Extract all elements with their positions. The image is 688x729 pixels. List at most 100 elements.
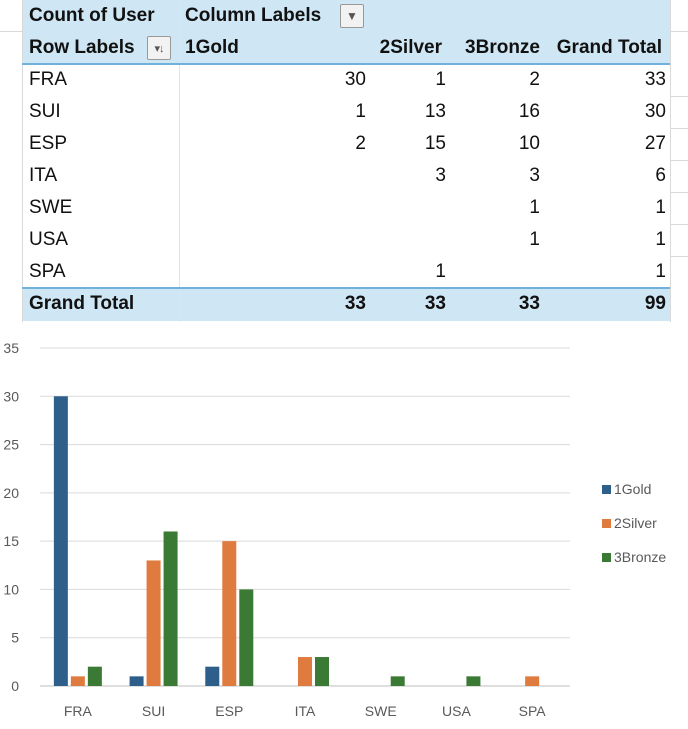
value-cell-fra-grand-total[interactable]: 33	[644, 69, 666, 90]
y-tick-label: 15	[3, 533, 19, 549]
total-divider	[22, 287, 670, 289]
sheet-gridline	[670, 0, 671, 322]
x-tick-label: ITA	[295, 703, 316, 719]
row-label-ita[interactable]: ITA	[29, 165, 58, 186]
bar-sui-1gold	[129, 676, 144, 686]
bar-ita-2silver	[298, 657, 312, 686]
value-cell-sui-3bronze[interactable]: 16	[518, 101, 540, 122]
value-cell-spa-2silver[interactable]: 1	[435, 261, 446, 282]
value-cell-swe-grand-total[interactable]: 1	[655, 197, 666, 218]
sheet-gridline	[179, 0, 180, 322]
medal-count-chart[interactable]: 0 5 10 15 20 25 30 35 FRA SUI ESP ITA SWE USA SPA 1Gold…	[0, 322, 688, 724]
value-cell-esp-2silver[interactable]: 15	[424, 133, 446, 154]
value-cell-ita-grand-total[interactable]: 6	[655, 165, 666, 186]
value-cell-ita-3bronze[interactable]: 3	[529, 165, 540, 186]
value-cell-spa-1gold[interactable]	[185, 256, 366, 288]
column-labels-filter-button[interactable]: ▼	[340, 4, 364, 28]
value-cell-sui-1gold[interactable]: 1	[355, 101, 366, 122]
legend-swatch-2silver	[602, 519, 611, 528]
row-label-usa[interactable]: USA	[29, 229, 69, 250]
value-cell-swe-2silver[interactable]	[366, 192, 446, 224]
x-tick-label: SUI	[142, 703, 165, 719]
value-cell-ita-1gold[interactable]	[185, 160, 366, 192]
grand-total-1gold[interactable]: 33	[344, 293, 366, 314]
value-cell-sui-2silver[interactable]: 13	[424, 101, 446, 122]
row-label-fra[interactable]: FRA	[29, 69, 67, 90]
y-tick-label: 30	[3, 388, 19, 404]
bar-esp-3bronze	[239, 589, 254, 686]
grand-total-overall[interactable]: 99	[644, 293, 666, 314]
bar-sui-3bronze	[163, 531, 178, 686]
value-cell-ita-2silver[interactable]: 3	[435, 165, 446, 186]
grand-total-row-label[interactable]: Grand Total	[29, 293, 135, 314]
value-cell-swe-1gold[interactable]	[185, 192, 366, 224]
sheet-gridline	[22, 0, 23, 322]
value-cell-fra-2silver[interactable]: 1	[435, 69, 446, 90]
sheet-gridline	[670, 160, 688, 161]
value-cell-usa-2silver[interactable]	[366, 224, 446, 256]
legend-swatch-1gold	[602, 485, 611, 494]
dropdown-arrow-icon: ▼	[346, 9, 358, 23]
column-header-1gold[interactable]: 1Gold	[185, 37, 239, 58]
bar-fra-2silver	[70, 676, 85, 686]
grand-total-3bronze[interactable]: 33	[518, 293, 540, 314]
column-header-grand-total[interactable]: Grand Total	[556, 37, 662, 58]
sheet-gridline	[670, 256, 688, 257]
y-tick-label: 10	[3, 581, 19, 597]
bar-fra-3bronze	[87, 666, 102, 686]
value-cell-spa-grand-total[interactable]: 1	[655, 261, 666, 282]
y-tick-label: 35	[3, 340, 19, 356]
sheet-gridline	[670, 224, 688, 225]
value-cell-spa-3bronze[interactable]	[446, 256, 540, 288]
grand-total-2silver[interactable]: 33	[424, 293, 446, 314]
value-cell-usa-1gold[interactable]	[185, 224, 366, 256]
value-cell-fra-1gold[interactable]: 30	[344, 69, 366, 90]
row-label-sui[interactable]: SUI	[29, 101, 61, 122]
row-labels-sort-filter-button[interactable]: ▾↓	[147, 36, 171, 60]
bar-esp-2silver	[222, 541, 237, 686]
value-cell-esp-1gold[interactable]: 2	[355, 133, 366, 154]
pivot-value-field-label[interactable]: Count of User	[29, 5, 155, 26]
x-tick-label: FRA	[64, 703, 93, 719]
y-tick-label: 25	[3, 437, 19, 453]
filter-sort-icon: ▾↓	[154, 42, 164, 55]
bar-esp-1gold	[205, 666, 220, 686]
value-cell-sui-grand-total[interactable]: 30	[644, 101, 666, 122]
bar-swe-3bronze	[390, 676, 405, 686]
column-labels-header[interactable]: Column Labels	[185, 5, 322, 26]
column-header-3bronze[interactable]: 3Bronze	[465, 37, 540, 58]
sheet-gridline	[670, 96, 688, 97]
value-cell-esp-grand-total[interactable]: 27	[644, 133, 666, 154]
x-tick-label: ESP	[215, 703, 243, 719]
pivot-table: Count of User Column Labels ▼ Row Labels…	[0, 0, 688, 322]
value-cell-usa-3bronze[interactable]: 1	[529, 229, 540, 250]
value-cell-fra-3bronze[interactable]: 2	[529, 69, 540, 90]
legend-label-2silver: 2Silver	[614, 515, 657, 531]
row-label-spa[interactable]: SPA	[29, 261, 66, 282]
x-tick-label: USA	[442, 703, 471, 719]
value-cell-usa-grand-total[interactable]: 1	[655, 229, 666, 250]
y-tick-label: 5	[11, 630, 19, 646]
chart-canvas: 0 5 10 15 20 25 30 35 FRA SUI ESP ITA SWE USA SPA 1Gold…	[3, 340, 666, 719]
column-header-2silver[interactable]: 2Silver	[379, 37, 442, 58]
legend-swatch-3bronze	[602, 553, 611, 562]
row-label-swe[interactable]: SWE	[29, 197, 73, 218]
value-cell-esp-3bronze[interactable]: 10	[518, 133, 540, 154]
sheet-gridline	[670, 192, 688, 193]
bar-spa-2silver	[525, 676, 540, 686]
sheet-gridline	[670, 31, 688, 32]
x-tick-label: SWE	[365, 703, 397, 719]
x-tick-label: SPA	[519, 703, 547, 719]
y-tick-label: 20	[3, 485, 19, 501]
bar-fra-1gold	[53, 396, 68, 686]
legend-label-3bronze: 3Bronze	[614, 549, 666, 565]
bar-sui-2silver	[146, 560, 161, 686]
legend-label-1gold: 1Gold	[614, 481, 651, 497]
bar-ita-3bronze	[315, 657, 329, 686]
pivot-total-background	[22, 288, 670, 321]
sheet-gridline	[0, 31, 22, 32]
header-divider	[22, 63, 670, 65]
value-cell-swe-3bronze[interactable]: 1	[529, 197, 540, 218]
row-labels-header[interactable]: Row Labels	[29, 37, 135, 58]
row-label-esp[interactable]: ESP	[29, 133, 68, 154]
